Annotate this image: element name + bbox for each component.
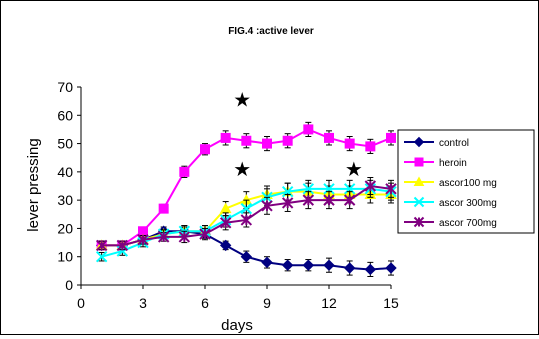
data-point: [385, 183, 397, 195]
series-layer: [95, 121, 397, 278]
y-tick-label: 50: [57, 136, 73, 152]
data-point: [240, 214, 253, 226]
legend-marker: [413, 136, 425, 148]
data-point: [323, 183, 335, 195]
x-axis-label: days: [221, 317, 253, 334]
data-point: [385, 262, 397, 274]
data-point: [281, 259, 294, 271]
y-tick-label: 60: [57, 107, 73, 123]
y-tick-label: 0: [65, 277, 73, 293]
data-point: [240, 202, 253, 215]
data-point: [343, 194, 356, 206]
legend-item: control: [404, 136, 469, 149]
data-point: [157, 231, 170, 243]
legend-label: control: [439, 138, 469, 149]
legend: control heroin ascor100 mg ascor 300mg ascor…: [397, 129, 535, 234]
x-tick-label: 0: [77, 295, 85, 311]
data-point: [95, 239, 108, 252]
line-chart: FIG.4 :active lever lever pressing days …: [25, 26, 535, 334]
legend-label: heroin: [439, 158, 467, 169]
y-tick-label: 70: [57, 79, 73, 95]
data-point: [281, 197, 294, 209]
significance-star: ★: [345, 159, 363, 181]
legend-marker: [413, 216, 425, 228]
y-tick-label: 40: [57, 164, 73, 180]
legend-label: ascor100 mg: [439, 178, 497, 189]
data-point: [241, 135, 252, 146]
data-point: [302, 259, 315, 271]
data-point: [282, 135, 293, 146]
data-point: [344, 138, 355, 149]
data-point: [137, 234, 149, 246]
legend-label: ascor 700mg: [439, 218, 497, 229]
data-point: [95, 251, 108, 263]
data-point: [302, 183, 315, 195]
data-point: [303, 124, 314, 135]
data-point: [302, 194, 315, 206]
x-tick-label: 12: [321, 295, 337, 311]
data-point: [178, 231, 191, 243]
legend-item: ascor 300mg: [404, 196, 497, 209]
data-point: [261, 200, 273, 212]
data-point: [220, 132, 231, 143]
data-point: [179, 166, 190, 177]
x-tick-label: 3: [139, 295, 147, 311]
data-point: [343, 183, 356, 195]
legend-marker: [414, 157, 424, 167]
data-point: [323, 259, 335, 271]
y-tick-label: 10: [57, 249, 73, 265]
data-point: [364, 263, 377, 276]
data-point: [364, 180, 377, 192]
legend-item: ascor 700mg: [404, 216, 497, 229]
data-point: [365, 141, 376, 152]
data-point: [281, 185, 294, 198]
data-point: [116, 239, 129, 252]
data-point: [323, 194, 335, 206]
chart-title: FIG.4 :active lever: [228, 26, 314, 37]
data-point: [158, 203, 169, 214]
y-axis-label: lever pressing: [25, 138, 42, 231]
data-point: [343, 262, 356, 274]
annotation-layer: ★ ★ ★: [233, 90, 363, 181]
legend-marker: [413, 176, 425, 186]
data-point: [199, 228, 211, 240]
data-point: [200, 144, 210, 155]
data-point: [219, 239, 232, 252]
significance-star: ★: [233, 159, 251, 181]
y-tick-label: 30: [57, 192, 73, 208]
data-point: [262, 138, 272, 149]
data-point: [219, 217, 232, 229]
data-point: [261, 256, 273, 269]
data-point: [386, 132, 396, 143]
legend-marker: [413, 196, 425, 208]
x-tick-label: 6: [201, 295, 209, 311]
significance-star: ★: [233, 90, 251, 112]
x-tick-label: 9: [263, 295, 271, 311]
legend-item: heroin: [404, 157, 467, 169]
legend-label: ascor 300mg: [439, 198, 497, 209]
axes: 0 10 20 30 40 50 60 70 0 3 6 9 12 15: [57, 79, 399, 311]
series-ascor-700mg: [95, 177, 397, 252]
legend-item: ascor100 mg: [404, 176, 497, 189]
x-tick-label: 15: [383, 295, 399, 311]
y-tick-label: 20: [57, 220, 73, 236]
data-point: [324, 132, 334, 143]
data-point: [240, 251, 253, 263]
